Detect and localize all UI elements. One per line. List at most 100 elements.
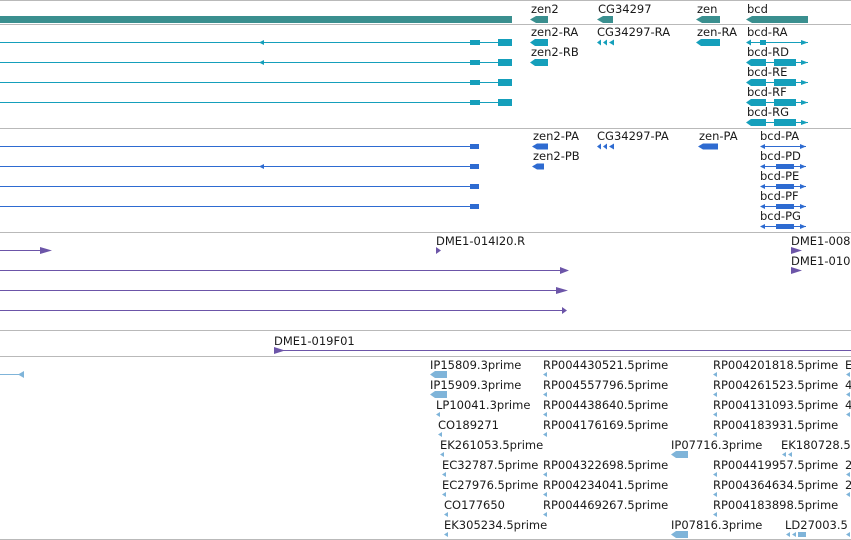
- protein-row[interactable]: [0, 164, 479, 169]
- est-label: RP004201818.5prime: [713, 358, 838, 372]
- est-feature[interactable]: [713, 492, 717, 497]
- clone-row[interactable]: [0, 267, 569, 274]
- est-feature[interactable]: [543, 372, 547, 377]
- est-label: CO177650: [444, 498, 505, 512]
- transcript-feature-zen-ra[interactable]: [696, 39, 720, 46]
- clone-feature-008[interactable]: [791, 247, 802, 254]
- est-label: 2: [845, 478, 851, 492]
- transcript-feature-bcd-rf[interactable]: [746, 99, 808, 106]
- est-label: RP004183898.5prime: [713, 498, 838, 512]
- est-feature[interactable]: [444, 512, 448, 517]
- est-feature[interactable]: [430, 391, 447, 398]
- est-feature[interactable]: [846, 492, 850, 497]
- transcript-label-bcd-ra: bcd-RA: [747, 25, 788, 39]
- est-feature[interactable]: [440, 452, 444, 457]
- protein-feature-zen2-pb[interactable]: [532, 163, 544, 170]
- est-feature[interactable]: [786, 532, 806, 537]
- transcript-row[interactable]: [0, 59, 512, 66]
- protein-feature-bcd-pd[interactable]: [760, 164, 806, 169]
- transcript-feature-zen2-rb[interactable]: [530, 59, 548, 66]
- est-feature[interactable]: [438, 432, 442, 437]
- track-clones: DME1-014I20.R DME1-008 DME1-010 DME1-019…: [0, 234, 851, 357]
- est-label: EC32787.5prime: [442, 458, 538, 472]
- transcript-feature-zen2-ra[interactable]: [530, 39, 548, 46]
- est-feature[interactable]: [846, 472, 850, 477]
- est-feature[interactable]: [543, 492, 547, 497]
- gene-feature-bcd[interactable]: [746, 16, 808, 23]
- est-feature[interactable]: [444, 532, 448, 537]
- protein-row[interactable]: [0, 204, 479, 209]
- gene-label-zen: zen: [697, 2, 717, 16]
- est-feature[interactable]: [436, 412, 440, 417]
- clone-row[interactable]: [0, 247, 52, 254]
- est-feature[interactable]: [543, 432, 547, 437]
- transcript-feature-bcd-ra[interactable]: [746, 39, 808, 46]
- est-label: 2: [845, 458, 851, 472]
- est-label: EK305234.5prime: [444, 518, 547, 532]
- protein-feature-bcd-pe[interactable]: [760, 184, 806, 189]
- est-row[interactable]: [0, 371, 24, 378]
- est-feature[interactable]: [442, 492, 446, 497]
- est-label: 4: [845, 378, 851, 392]
- est-feature[interactable]: [782, 452, 792, 457]
- est-label: E: [845, 358, 851, 372]
- est-label: IP07816.3prime: [671, 518, 762, 532]
- est-feature[interactable]: [846, 392, 850, 397]
- gene-feature-zen2[interactable]: [530, 16, 548, 23]
- est-label: RP004261523.5prime: [713, 378, 838, 392]
- transcript-feature-bcd-re[interactable]: [746, 79, 808, 86]
- est-feature[interactable]: [713, 392, 717, 397]
- est-feature[interactable]: [430, 371, 447, 378]
- est-label: 4: [845, 398, 851, 412]
- protein-row[interactable]: [0, 184, 479, 189]
- est-label: RP004176169.5prime: [543, 418, 668, 432]
- protein-row[interactable]: [0, 144, 479, 149]
- est-feature[interactable]: [442, 472, 446, 477]
- transcript-feature-bcd-rg[interactable]: [746, 119, 808, 126]
- est-feature[interactable]: [846, 532, 850, 537]
- transcript-label-bcd-rg: bcd-RG: [747, 105, 789, 119]
- clone-row[interactable]: [0, 307, 567, 314]
- protein-feature-bcd-pg[interactable]: [760, 224, 806, 229]
- protein-feature-zen2-pa[interactable]: [532, 143, 548, 150]
- transcript-label-cg34297-ra: CG34297-RA: [597, 25, 670, 39]
- clone-row[interactable]: [274, 347, 851, 354]
- est-feature[interactable]: [713, 472, 717, 477]
- clone-feature-014i20[interactable]: [436, 247, 441, 254]
- transcript-feature-bcd-rd[interactable]: [746, 59, 808, 66]
- protein-label-bcd-pa: bcd-PA: [760, 129, 799, 143]
- protein-feature-bcd-pf[interactable]: [760, 204, 806, 209]
- est-feature[interactable]: [713, 412, 717, 417]
- protein-feature-bcd-pa[interactable]: [760, 144, 806, 149]
- clone-row[interactable]: [0, 287, 568, 294]
- protein-label-zen2-pb: zen2-PB: [533, 149, 580, 163]
- est-feature[interactable]: [543, 512, 547, 517]
- est-feature[interactable]: [713, 512, 717, 517]
- transcript-label-bcd-rf: bcd-RF: [747, 85, 787, 99]
- protein-label-zen-pa: zen-PA: [699, 129, 738, 143]
- est-feature[interactable]: [543, 392, 547, 397]
- protein-feature-cg34297-pa[interactable]: [597, 143, 614, 150]
- gene-feature-cg34297[interactable]: [597, 16, 613, 23]
- transcript-row[interactable]: [0, 39, 512, 46]
- est-feature[interactable]: [713, 372, 717, 377]
- est-label: RP004469267.5prime: [543, 498, 668, 512]
- gene-feature-zen[interactable]: [696, 16, 720, 23]
- transcript-row[interactable]: [0, 99, 512, 106]
- est-feature[interactable]: [671, 531, 688, 538]
- est-feature[interactable]: [543, 412, 547, 417]
- est-feature[interactable]: [671, 451, 688, 458]
- est-feature[interactable]: [713, 432, 717, 437]
- transcript-feature-cg34297-ra[interactable]: [597, 39, 614, 46]
- est-feature[interactable]: [543, 472, 547, 477]
- clone-feature-010[interactable]: [791, 267, 802, 274]
- transcript-row[interactable]: [0, 79, 512, 86]
- transcript-label-zen-ra: zen-RA: [697, 25, 737, 39]
- est-feature[interactable]: [846, 372, 850, 377]
- gene-feature-large[interactable]: [0, 16, 512, 23]
- protein-feature-zen-pa[interactable]: [698, 143, 718, 150]
- protein-label-bcd-pg: bcd-PG: [760, 209, 801, 223]
- est-label: IP15909.3prime: [430, 378, 521, 392]
- est-feature[interactable]: [846, 412, 850, 417]
- est-label: IP15809.3prime: [430, 358, 521, 372]
